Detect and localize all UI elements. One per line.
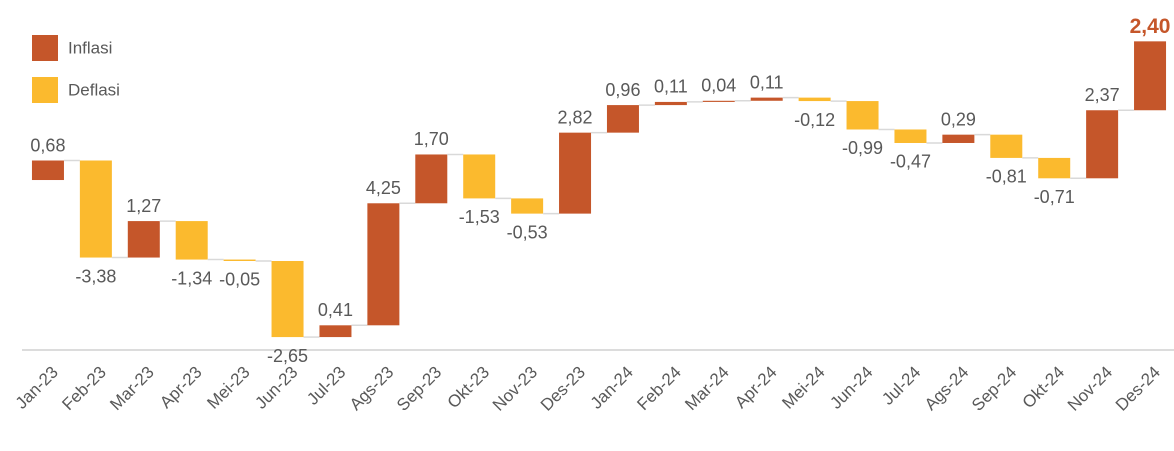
bar [750, 97, 783, 101]
data-label: 1,27 [126, 196, 161, 216]
x-tick-label: Sep-23 [393, 363, 445, 415]
x-tick-label: Jul-24 [878, 363, 924, 409]
x-tick-label: Des-24 [1112, 363, 1164, 415]
bar [654, 101, 687, 106]
data-label: -0,81 [986, 167, 1027, 187]
data-label: -3,38 [75, 266, 116, 286]
bar [127, 221, 160, 258]
x-tick-label: Okt-23 [444, 363, 494, 413]
x-tick-label: Apr-23 [156, 363, 206, 413]
bar [511, 198, 544, 214]
x-tick-label: Des-23 [537, 363, 589, 415]
x-tick-label: Nov-23 [489, 363, 541, 415]
legend-swatch [32, 35, 58, 61]
x-tick-label: Ags-23 [346, 363, 398, 415]
data-label: -1,34 [171, 268, 212, 288]
data-label: 2,37 [1085, 85, 1120, 105]
bar [31, 160, 64, 181]
bar [463, 154, 496, 199]
data-label: 0,29 [941, 109, 976, 129]
bar [175, 221, 208, 260]
data-label: 0,04 [701, 76, 736, 96]
x-tick-label: Nov-24 [1064, 363, 1116, 415]
bar [894, 129, 927, 143]
x-tick-label: Jan-23 [12, 363, 62, 413]
bar [559, 132, 592, 214]
data-label: 2,40 [1130, 15, 1171, 38]
bar [223, 259, 256, 261]
data-label: 2,82 [558, 107, 593, 127]
data-label: -0,05 [219, 270, 260, 290]
data-label: 0,68 [30, 135, 65, 155]
x-tick-label: Mar-24 [681, 363, 733, 415]
x-tick-label: Apr-24 [731, 363, 781, 413]
bar [798, 97, 831, 102]
data-label: 0,96 [605, 80, 640, 100]
bar [1134, 41, 1167, 111]
data-label: -0,12 [794, 110, 835, 130]
x-tick-label: Jun-23 [251, 363, 301, 413]
bar [367, 203, 400, 326]
data-label: -0,99 [842, 138, 883, 158]
data-label: 1,70 [414, 129, 449, 149]
bar [415, 154, 448, 204]
x-tick-label: Mei-24 [778, 363, 828, 413]
data-label: -0,47 [890, 152, 931, 172]
data-label: -0,53 [507, 222, 548, 242]
bar [942, 134, 975, 143]
data-label: -2,65 [267, 346, 308, 366]
data-label: 0,11 [750, 72, 784, 92]
bar [702, 100, 735, 102]
bar [606, 105, 639, 133]
legend-swatch [32, 77, 58, 103]
bar [1038, 157, 1071, 179]
x-tick-label: Mar-23 [106, 363, 158, 415]
legend-label: Inflasi [68, 38, 112, 57]
x-tick-label: Okt-24 [1019, 363, 1069, 413]
x-tick-label: Jan-24 [587, 363, 637, 413]
x-tick-label: Feb-24 [633, 363, 685, 415]
legend-label: Deflasi [68, 80, 120, 99]
bar [319, 325, 352, 338]
x-tick-label: Jul-23 [303, 363, 349, 409]
data-label: 0,41 [318, 300, 353, 320]
x-tick-label: Mei-23 [203, 363, 253, 413]
data-label: -0,71 [1034, 187, 1075, 207]
bar [79, 160, 112, 258]
bar [990, 134, 1023, 158]
x-tick-label: Sep-24 [968, 363, 1020, 415]
data-label: -1,53 [459, 207, 500, 227]
x-tick-label: Jun-24 [826, 363, 876, 413]
data-label: 4,25 [366, 178, 401, 198]
bar [1086, 110, 1119, 179]
data-label: 0,11 [654, 77, 688, 97]
bar [271, 260, 304, 338]
bar [846, 101, 879, 130]
x-tick-label: Ags-24 [921, 363, 973, 415]
x-tick-label: Feb-23 [58, 363, 110, 415]
